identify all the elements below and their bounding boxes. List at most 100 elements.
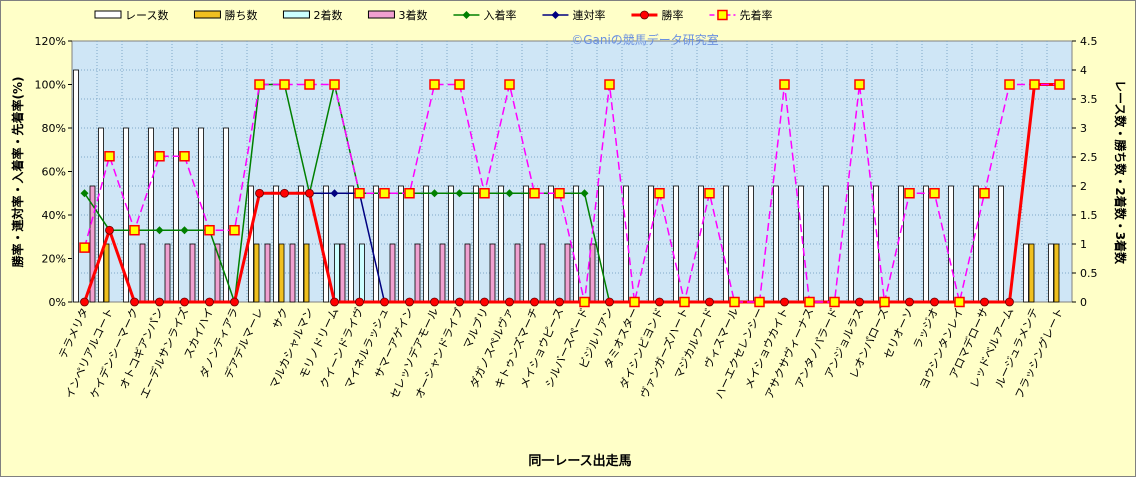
line-marker (604, 79, 615, 90)
line-marker (704, 188, 715, 199)
line-marker (554, 188, 565, 199)
line-marker (254, 79, 265, 90)
line-marker (780, 297, 789, 307)
y-tick-label: 60% (42, 166, 66, 179)
bar (498, 185, 504, 303)
bar (1023, 243, 1029, 303)
line-marker (354, 188, 365, 199)
bar (189, 243, 196, 303)
line-marker (180, 226, 189, 235)
bar (464, 243, 471, 303)
line-marker (779, 79, 790, 90)
y2-tick-label: 1 (1080, 238, 1087, 251)
line-marker (1054, 79, 1065, 90)
bar (648, 185, 654, 303)
y-axis-title: 勝率・連対率・入着率・先着率(%) (10, 77, 25, 268)
line-marker (379, 188, 390, 199)
line-marker (605, 297, 614, 307)
legend-swatch (367, 10, 395, 19)
bar (573, 185, 579, 303)
bar (598, 185, 604, 303)
bar (923, 185, 929, 303)
legend-marker (640, 10, 649, 20)
line-marker (529, 188, 540, 199)
line-marker (405, 297, 414, 307)
bar (564, 243, 571, 303)
line-marker (430, 189, 439, 198)
bar (289, 243, 296, 303)
bar (439, 243, 446, 303)
line-marker (979, 188, 990, 199)
legend-label: 連対率 (572, 8, 605, 22)
line-marker (229, 224, 240, 236)
line-marker (930, 297, 939, 307)
y-tick-label: 100% (35, 79, 66, 92)
line-marker (430, 297, 439, 307)
legend-label: 勝率 (661, 8, 683, 22)
bar (198, 127, 204, 303)
bar (303, 243, 310, 303)
legend-label: 3着数 (398, 8, 427, 22)
legend-swatch (94, 10, 122, 19)
series-line (83, 83, 1060, 304)
legend-swatch (282, 10, 310, 19)
line-marker (105, 225, 114, 235)
bar (173, 127, 179, 303)
line-marker (1029, 79, 1040, 90)
line-marker (655, 297, 664, 307)
bar (998, 185, 1004, 303)
line-marker (1005, 297, 1014, 307)
line-marker (454, 79, 465, 90)
line-marker (905, 297, 914, 307)
y2-tick-label: 1.5 (1080, 209, 1098, 222)
bar (278, 243, 285, 303)
bar (414, 243, 421, 303)
line-marker (530, 297, 539, 307)
line-marker (580, 189, 589, 198)
bar (348, 185, 354, 303)
line-marker (230, 297, 239, 307)
legend-marker (462, 11, 471, 19)
line-marker (829, 296, 840, 308)
bar (698, 185, 704, 303)
line-marker (404, 188, 415, 199)
bar (253, 243, 260, 303)
y2-tick-label: 3 (1080, 122, 1087, 135)
line-marker (355, 297, 364, 307)
bar (448, 185, 454, 303)
legend-swatch (193, 10, 221, 19)
line-marker (179, 151, 190, 162)
line-marker (129, 224, 140, 236)
y2-tick-label: 2.5 (1080, 151, 1098, 164)
line-marker (330, 189, 339, 198)
bar (514, 243, 521, 303)
legend-label: 先着率 (739, 8, 772, 22)
line-marker (504, 79, 515, 90)
line-marker (80, 297, 89, 307)
line-marker (1004, 79, 1015, 90)
bar (489, 243, 496, 303)
line-marker (155, 226, 164, 235)
bar (1053, 243, 1060, 303)
line-marker (954, 296, 965, 308)
y-tick-label: 0% (49, 296, 66, 309)
line-marker (204, 224, 215, 236)
line-marker (629, 296, 640, 308)
legend-marker (551, 11, 560, 19)
line-marker (304, 79, 315, 90)
bar (539, 243, 546, 303)
line-marker (705, 297, 714, 307)
line-marker (205, 297, 214, 307)
y-tick-label: 80% (42, 122, 66, 135)
line-marker (155, 297, 164, 307)
bar (773, 185, 779, 303)
watermark: ©Ganiの競馬データ研究室 (571, 32, 719, 47)
bar (723, 185, 729, 303)
bar (103, 243, 110, 303)
line-marker (330, 297, 339, 307)
bar (1028, 243, 1035, 303)
y2-tick-label: 4 (1080, 64, 1087, 77)
bar (473, 185, 479, 303)
y-tick-label: 40% (42, 209, 66, 222)
line-marker (455, 189, 464, 198)
